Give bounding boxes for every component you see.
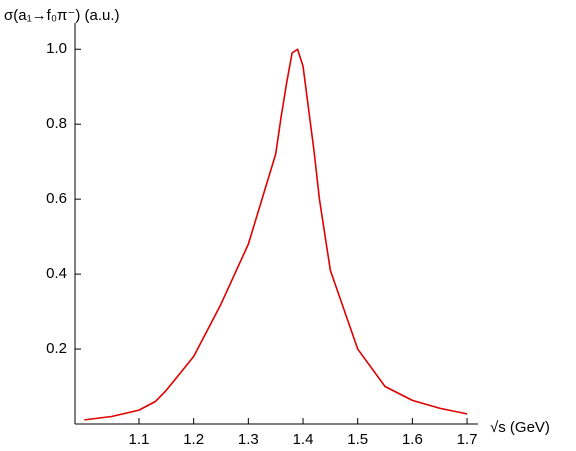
x-axis-title: √s (GeV) <box>490 419 550 436</box>
x-tick-label: 1.1 <box>129 431 150 448</box>
data-line <box>84 48 468 421</box>
y-tick-label: 0.6 <box>46 190 67 207</box>
y-tick-label: 0.8 <box>46 115 67 132</box>
y-tick-label: 0.2 <box>46 340 67 357</box>
x-tick-label: 1.4 <box>293 431 314 448</box>
y-tick-label: 0.4 <box>46 265 67 282</box>
y-axis-title: σ(a₁→f₀π⁻) (a.u.) <box>4 7 120 24</box>
x-tick-label: 1.5 <box>347 431 368 448</box>
x-tick-label: 1.6 <box>402 431 423 448</box>
y-tick-label: 1.0 <box>46 40 67 57</box>
x-tick-label: 1.3 <box>238 431 259 448</box>
x-tick-label: 1.7 <box>457 431 478 448</box>
x-tick-label: 1.2 <box>183 431 204 448</box>
